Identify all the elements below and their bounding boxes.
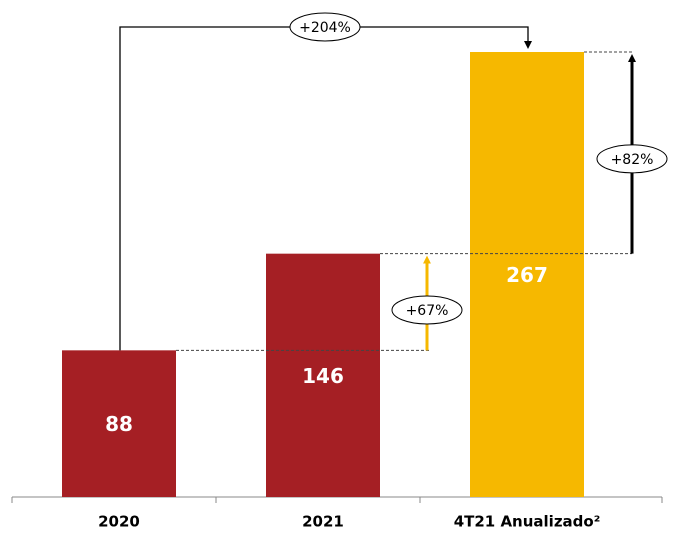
value-label: 146	[302, 364, 344, 388]
bar	[62, 350, 176, 497]
value-label: 267	[506, 263, 548, 287]
x-tick-label: 2020	[98, 513, 140, 531]
bar	[266, 253, 380, 497]
annotation-bubble	[391, 295, 463, 325]
annotation: +82%	[611, 152, 654, 168]
x-tick-label: 4T21 Anualizado²	[454, 513, 601, 531]
annotation-bubble	[289, 12, 361, 42]
annotation: +67%	[406, 303, 449, 319]
bar	[470, 52, 584, 497]
annotation-bubble	[596, 144, 668, 174]
axis-ticks	[11, 497, 663, 503]
annotation: +204%	[299, 20, 351, 36]
x-tick-label: 2021	[302, 513, 344, 531]
value-label: 88	[105, 412, 133, 436]
